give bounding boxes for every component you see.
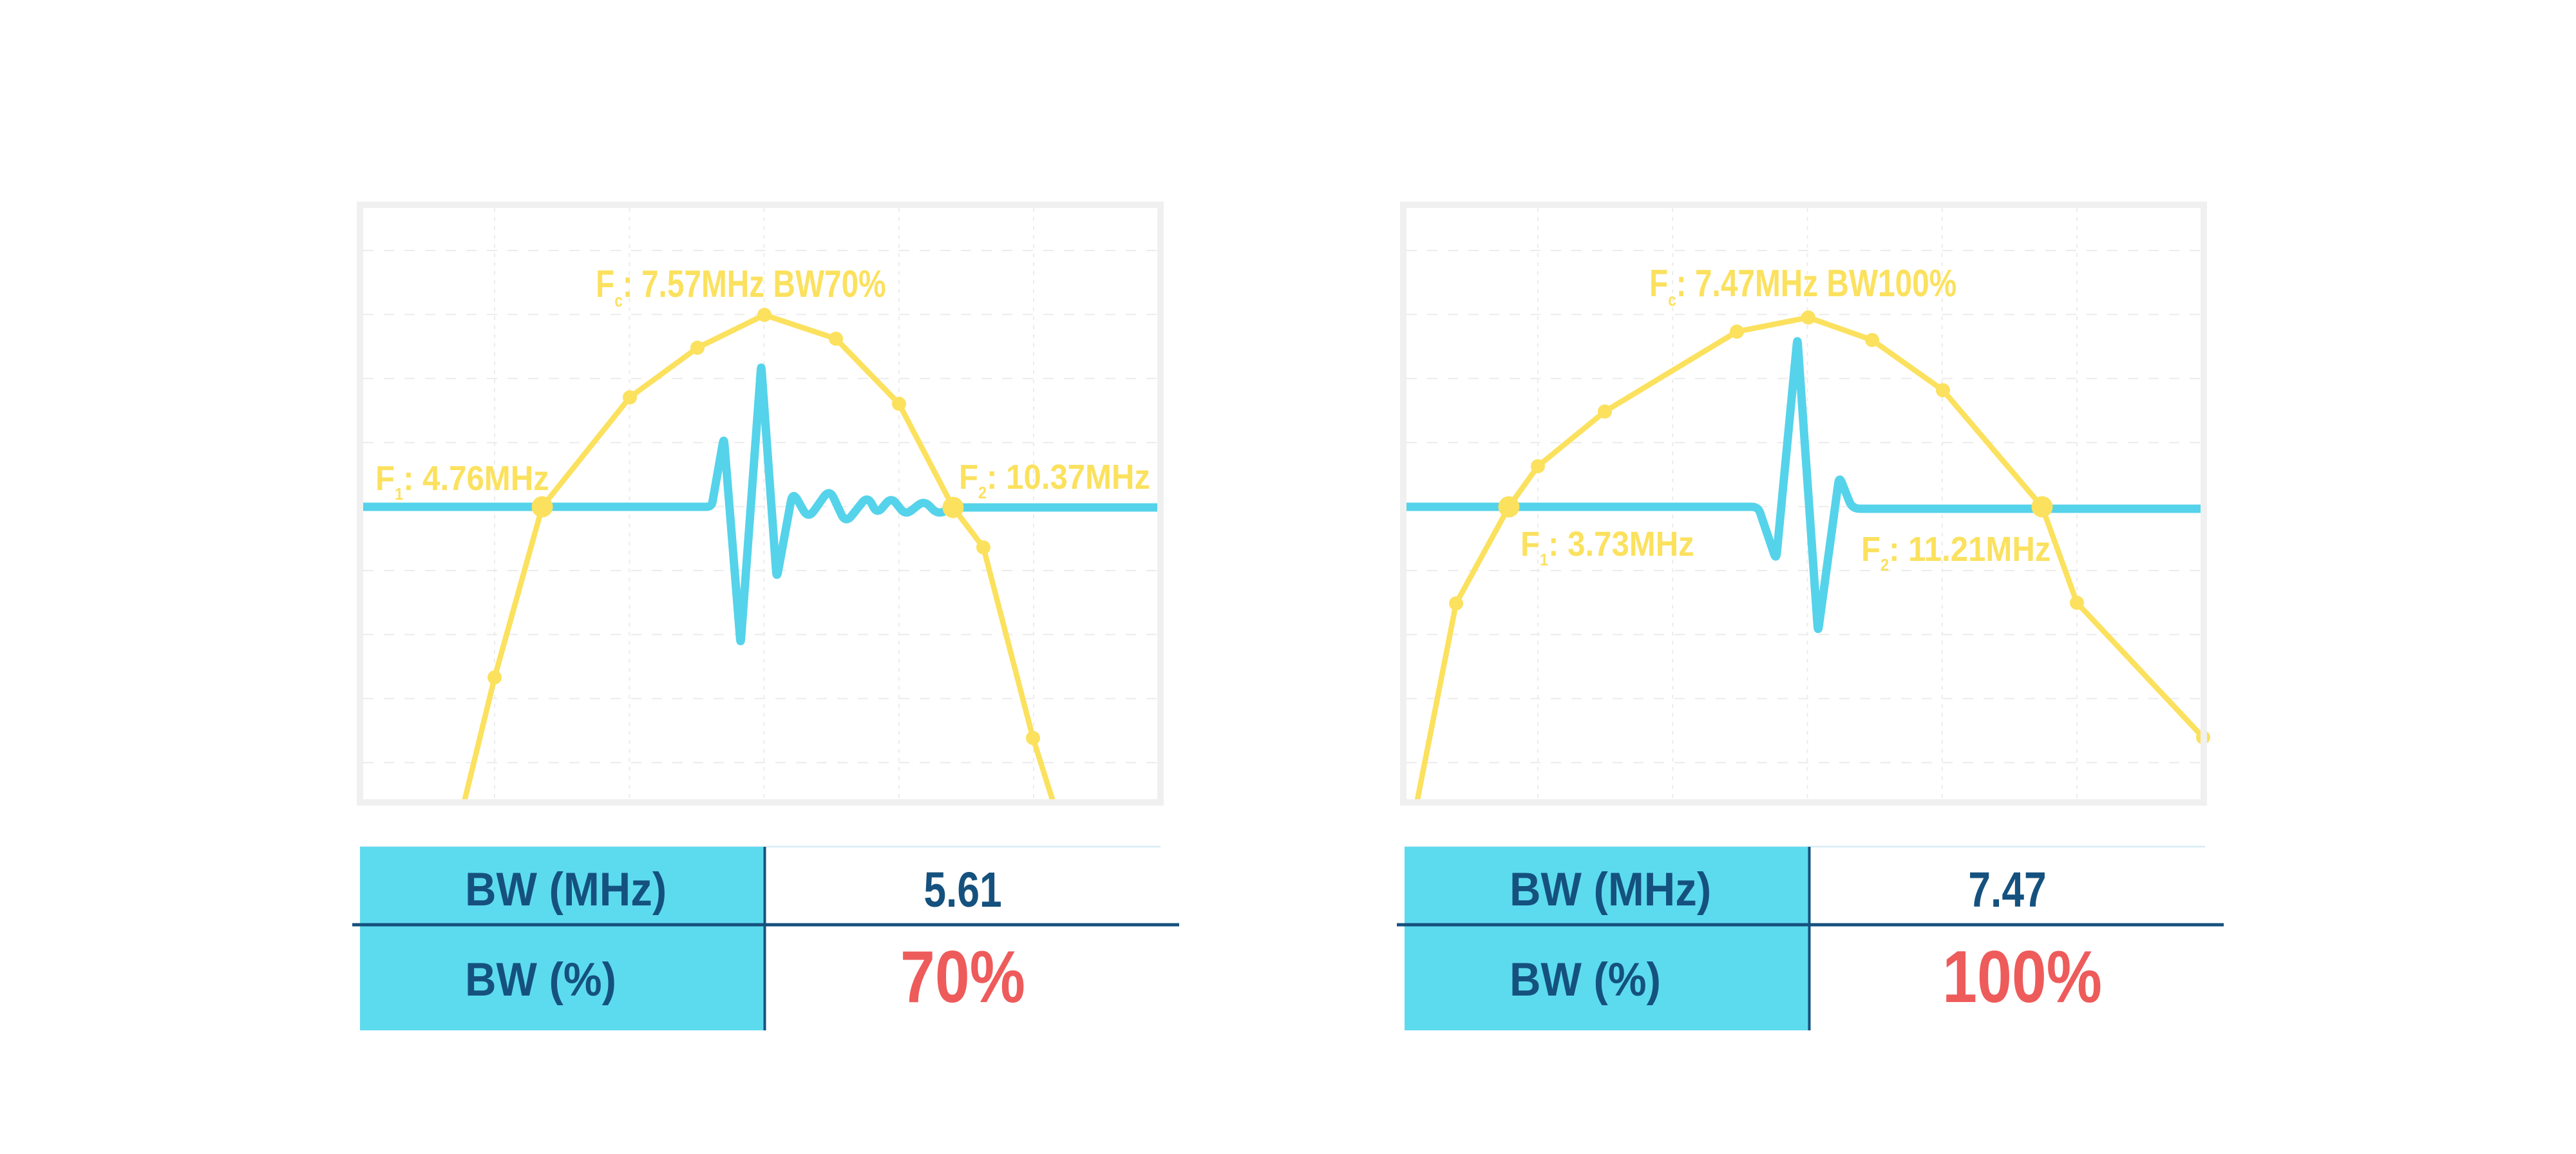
svg-text:BW (MHz): BW (MHz) bbox=[465, 863, 667, 915]
svg-text:F1: 4.76MHz: F1: 4.76MHz bbox=[375, 459, 549, 504]
svg-text:F2: 11.21MHz: F2: 11.21MHz bbox=[1861, 529, 2050, 574]
svg-text:Fc: 7.47MHz BW100%: Fc: 7.47MHz BW100% bbox=[1649, 262, 1956, 310]
svg-text:BW (MHz): BW (MHz) bbox=[1510, 863, 1711, 915]
svg-text:F2: 10.37MHz: F2: 10.37MHz bbox=[959, 457, 1150, 502]
svg-text:7.47: 7.47 bbox=[1968, 862, 2046, 918]
svg-text:BW (%): BW (%) bbox=[1510, 953, 1661, 1005]
svg-text:5.61: 5.61 bbox=[923, 862, 1001, 918]
svg-text:70%: 70% bbox=[900, 936, 1025, 1018]
svg-text:Fc: 7.57MHz BW70%: Fc: 7.57MHz BW70% bbox=[596, 263, 886, 310]
svg-text:F1: 3.73MHz: F1: 3.73MHz bbox=[1520, 524, 1694, 569]
svg-text:100%: 100% bbox=[1942, 936, 2102, 1018]
svg-text:BW (%): BW (%) bbox=[465, 953, 616, 1005]
